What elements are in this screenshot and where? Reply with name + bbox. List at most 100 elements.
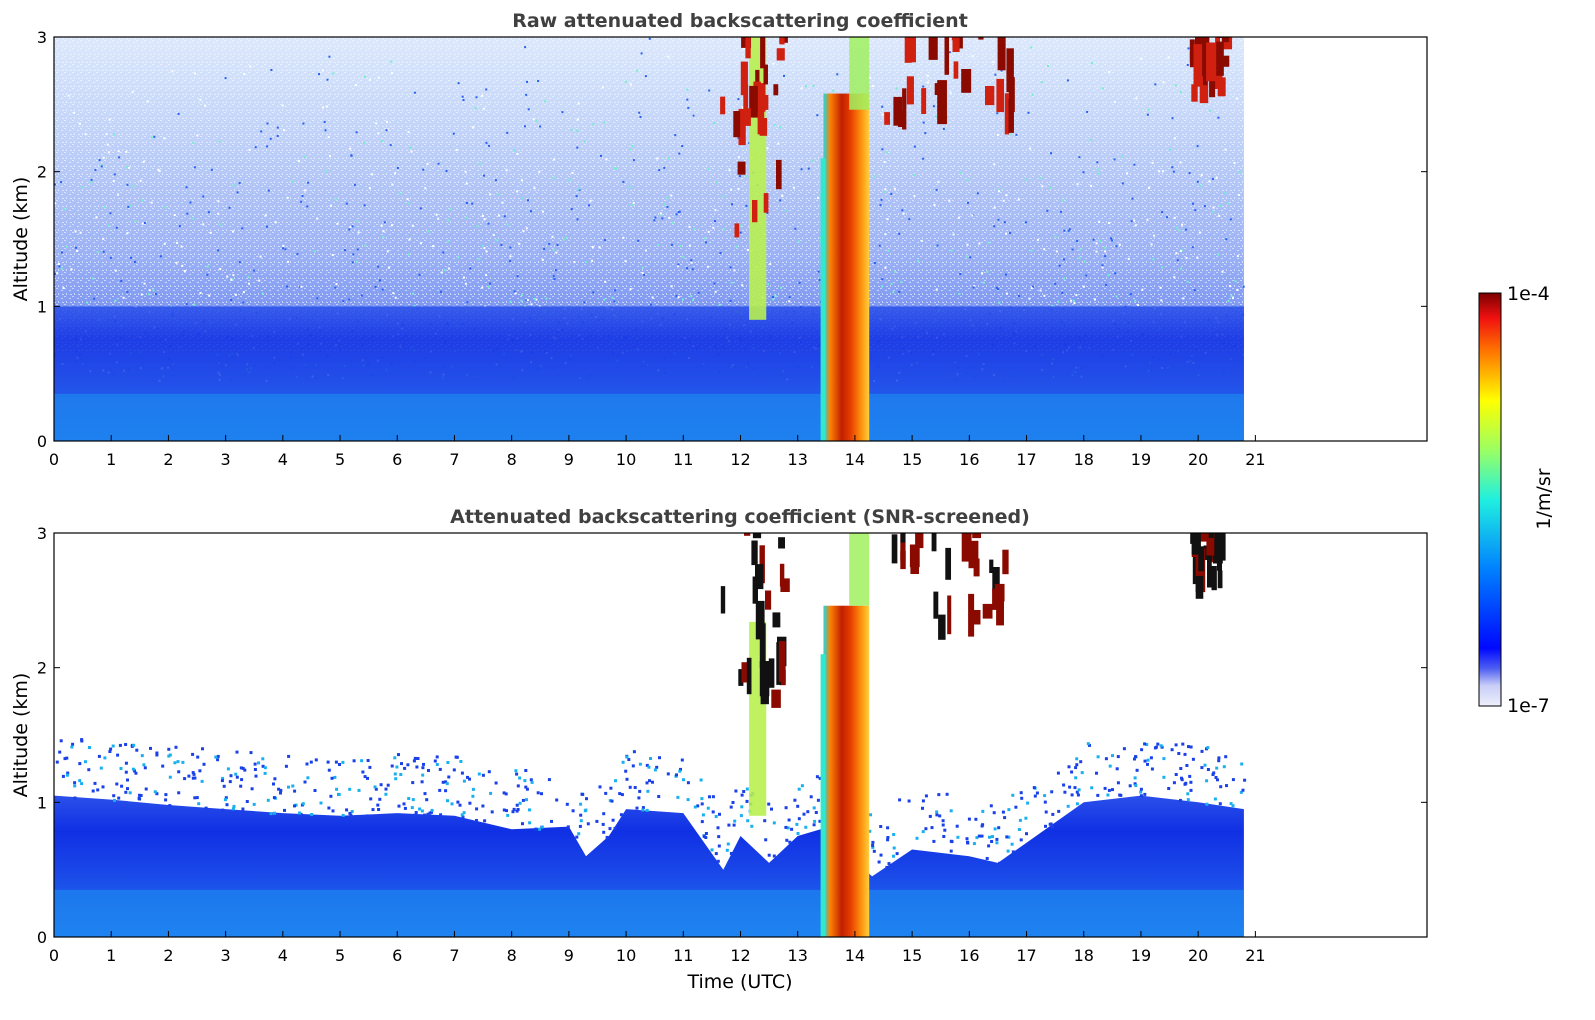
edge-speck [625,755,629,759]
noise-speck [464,170,467,173]
cirrus-fragment [1006,48,1014,93]
noise-speck [657,244,660,246]
noise-speck [329,155,331,157]
snr-screened-panel: Attenuated backscattering coefficient (S… [10,506,1428,993]
cirrus-fragment [906,76,914,105]
edge-speck [653,768,657,772]
noise-speck [638,111,641,114]
noise-speck [1133,219,1136,222]
edge-speck [949,849,953,853]
edge-speck [1143,759,1147,763]
cirrus-fragment [996,595,1004,626]
edge-speck [886,826,890,830]
noise-speck [266,122,269,125]
noise-speck [407,202,410,205]
noise-speck [552,248,555,251]
x-tick-label: 7 [449,946,459,965]
noise-speck [1071,248,1074,251]
edge-speck [523,779,527,783]
edge-speck [1133,782,1137,786]
noise-speck [644,249,647,252]
edge-speck [974,817,978,821]
noise-speck [992,61,995,63]
edge-speck [1067,765,1071,769]
edge-speck [1218,802,1222,806]
edge-speck [995,841,999,845]
edge-speck [1174,773,1178,776]
noise-speck [537,80,540,82]
noise-speck [158,170,161,173]
edge-speck [257,761,260,765]
noise-speck [611,296,614,299]
noise-speck [412,292,414,295]
edge-speck [1104,757,1108,761]
edge-speck [1005,835,1009,839]
noise-speck [326,105,329,108]
noise-speck [1185,257,1188,259]
noise-speck [885,151,888,154]
edge-speck [402,802,406,806]
noise-speck [139,179,142,182]
noise-speck [352,253,355,256]
noise-speck [247,276,250,279]
edge-speck [1050,825,1054,828]
noise-speck [895,87,898,90]
edge-speck [767,802,771,806]
noise-speck [398,192,401,195]
edge-speck [1043,800,1047,804]
edge-speck [87,768,91,772]
edge-speck [764,838,768,842]
edge-speck [871,845,875,849]
edge-speck [886,838,890,842]
edge-speck [200,779,204,783]
edge-speck [580,792,584,796]
edge-speck [254,774,258,778]
noise-speck [1068,228,1071,231]
noise-speck [1141,288,1144,291]
noise-speck [719,252,722,254]
edge-speck [456,800,460,804]
edge-speck [540,825,544,829]
edge-speck [124,743,128,746]
edge-speck [941,823,945,827]
cirrus-fragment [928,37,938,60]
noise-speck [1196,145,1199,148]
edge-speck [1011,793,1015,797]
edge-speck [1074,766,1078,770]
x-tick-label: 9 [564,946,574,965]
noise-speck [286,196,289,199]
noise-speck [1171,166,1174,169]
noise-speck [466,301,469,304]
cirrus-fragment [1002,549,1009,575]
x-tick-label: 14 [845,946,865,965]
noise-speck [129,204,132,207]
edge-speck [279,788,283,792]
edge-speck [118,743,122,747]
cirrus-fragment [745,108,751,126]
noise-speck [1078,256,1081,259]
noise-speck [788,300,791,303]
noise-speck [118,156,121,159]
noise-speck [648,37,651,40]
noise-speck [1135,97,1138,100]
noise-speck [249,65,252,68]
noise-speck [993,206,996,209]
noise-speck [178,225,181,228]
noise-speck [737,156,740,159]
noise-speck [374,285,377,288]
noise-speck [1178,229,1181,232]
edge-speck [879,853,883,857]
cirrus-fragment [938,614,946,640]
noise-speck [371,173,374,176]
noise-speck [155,293,157,296]
noise-speck [506,223,509,226]
edge-speck [1186,798,1190,802]
edge-speck [1134,755,1137,759]
x-tick-label: 4 [278,946,288,965]
noise-speck [127,205,130,208]
noise-speck [232,230,235,233]
noise-speck [524,305,526,308]
edge-speck [423,792,427,796]
noise-speck [614,289,617,292]
edge-speck [898,798,902,802]
